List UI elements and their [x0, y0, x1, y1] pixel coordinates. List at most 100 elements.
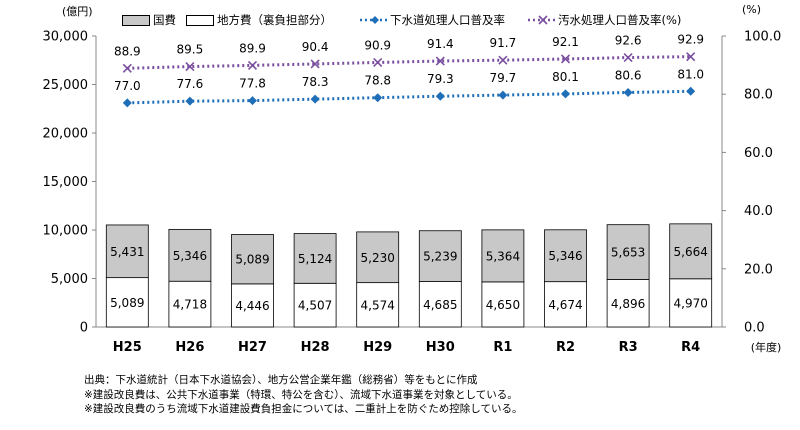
bar-national-label: 5,364: [486, 249, 520, 263]
bar-local: [418, 281, 462, 328]
bar-national: [231, 234, 274, 285]
bar-national-label: 5,089: [235, 253, 269, 267]
bar-national: [168, 228, 212, 282]
bar-local-label: 4,674: [548, 298, 582, 312]
legend-label: 下水道処理人口普及率: [390, 13, 505, 27]
bar-local-label: 4,446: [235, 299, 269, 313]
bar-local: [168, 280, 212, 328]
point-wastewater-rate: [435, 56, 445, 66]
point-wastewater-rate: [623, 52, 633, 63]
point-sewer-rate: [122, 98, 132, 108]
bar-local: [669, 278, 713, 328]
sewer-rate-label: 77.0: [114, 79, 141, 93]
note-source: 出典：下水道統計（日本下水道協会）、地方公営企業年鑑（総務省）等をもとに作成: [84, 374, 478, 386]
wastewater-rate-label: 92.6: [615, 34, 642, 48]
bar-local-label: 4,970: [674, 296, 708, 310]
point-sewer-rate: [561, 89, 570, 99]
point-wastewater-rate: [185, 61, 195, 72]
sewer-rate-label: 80.1: [552, 70, 579, 84]
point-sewer-rate: [686, 86, 696, 96]
bar-national-label: 5,239: [423, 250, 457, 264]
point-sewer-rate: [248, 96, 257, 106]
left-tick-label: 25,000: [43, 78, 89, 93]
point-wastewater-rate: [122, 63, 132, 73]
bar-national-label: 5,664: [674, 245, 708, 259]
legend-item-local: 地方費（裏負担部分）: [186, 12, 332, 28]
x-tick-label: H28: [301, 340, 330, 355]
line-sewer-rate: [127, 89, 691, 105]
bar-local: [105, 277, 149, 328]
right-tick-label: 20.0: [744, 262, 773, 277]
bar-national-label: 5,653: [611, 246, 645, 260]
right-tick-label: 100.0: [744, 30, 781, 45]
left-tick-label: 15,000: [43, 175, 89, 190]
left-tick-label: 20,000: [43, 127, 89, 142]
left-tick-label: 30,000: [43, 30, 89, 45]
x-tick-label: H29: [363, 340, 392, 355]
left-tick-label: 0: [80, 321, 88, 336]
bar-local: [606, 279, 650, 328]
legend-label: 国費: [153, 13, 176, 27]
bar-national: [669, 223, 713, 280]
left-axis-unit: (億円): [62, 5, 93, 18]
bar-national: [544, 229, 587, 283]
wastewater-rate-label: 90.4: [302, 40, 329, 54]
legend-swatch-white: [186, 14, 214, 26]
bar-local-label: 4,574: [361, 298, 395, 312]
x-tick-label: R4: [681, 340, 700, 355]
note-deduction: ※建設改良費のうち流域下水道建設費負担金については、二重計上を防ぐため控除してい…: [84, 403, 523, 415]
sewer-rate-label: 80.6: [615, 68, 642, 82]
x-axis-unit: (年度): [751, 340, 782, 354]
point-sewer-rate: [623, 87, 633, 97]
bar-national: [293, 233, 337, 284]
bar-national-label: 5,230: [361, 251, 395, 265]
legend-marker-blue-diamond: [360, 16, 390, 24]
bar-local-label: 4,507: [298, 299, 332, 313]
line-wastewater-rate: [127, 55, 691, 70]
wastewater-rate-label: 89.5: [177, 43, 204, 57]
bar-local-label: 4,685: [423, 298, 457, 312]
wastewater-rate-label: 91.4: [427, 37, 454, 51]
point-sewer-rate: [435, 91, 445, 101]
bar-national-label: 5,124: [298, 252, 332, 266]
note-scope: ※建設改良費は、公共下水道事業（特環、特公を含む）、流域下水道事業を対象としてい…: [84, 388, 518, 401]
x-tick-label: H25: [113, 340, 142, 355]
sewer-rate-label: 78.3: [302, 75, 329, 89]
sewer-rate-label: 77.8: [239, 77, 266, 91]
bar-national-label: 5,346: [548, 249, 582, 263]
wastewater-rate-label: 92.9: [677, 33, 704, 47]
notes: 出典：下水道統計（日本下水道協会）、地方公営企業年鑑（総務省）等をもとに作成 ※…: [84, 373, 522, 417]
right-tick-label: 40.0: [744, 204, 773, 219]
point-wastewater-rate: [373, 57, 383, 68]
legend-item-national: 国費: [122, 12, 176, 28]
right-axis-unit: (%): [742, 3, 762, 16]
point-wastewater-rate: [560, 54, 571, 64]
sewer-rate-label: 79.3: [427, 72, 454, 86]
legend-item-wastewater-rate: 汚水処理人口普及率(%): [528, 12, 681, 28]
sewer-rate-label: 77.6: [177, 77, 204, 91]
x-tick-label: R3: [619, 340, 638, 355]
legend-item-sewer-rate: 下水道処理人口普及率: [360, 12, 505, 28]
x-tick-label: H26: [175, 340, 204, 355]
bar-national: [481, 229, 525, 283]
wastewater-rate-label: 88.9: [114, 44, 141, 58]
wastewater-rate-label: 89.9: [239, 41, 266, 55]
wastewater-rate-label: 92.1: [552, 35, 579, 49]
bar-local: [231, 283, 274, 328]
wastewater-rate-label: 91.7: [490, 36, 517, 50]
bar-local-label: 4,650: [486, 298, 520, 312]
point-wastewater-rate: [498, 55, 508, 65]
bar-national: [105, 224, 149, 279]
point-wastewater-rate: [247, 60, 258, 70]
bar-local-label: 5,089: [110, 296, 144, 310]
x-tick-label: R2: [556, 340, 575, 355]
legend-marker-purple-x: [528, 15, 558, 25]
sewer-rate-label: 78.8: [364, 74, 391, 88]
point-wastewater-rate: [686, 52, 696, 62]
left-tick-label: 10,000: [43, 224, 89, 239]
bar-national: [356, 231, 400, 284]
right-tick-label: 80.0: [744, 88, 773, 103]
x-tick-label: H30: [426, 340, 455, 355]
x-tick-label: R1: [493, 340, 512, 355]
